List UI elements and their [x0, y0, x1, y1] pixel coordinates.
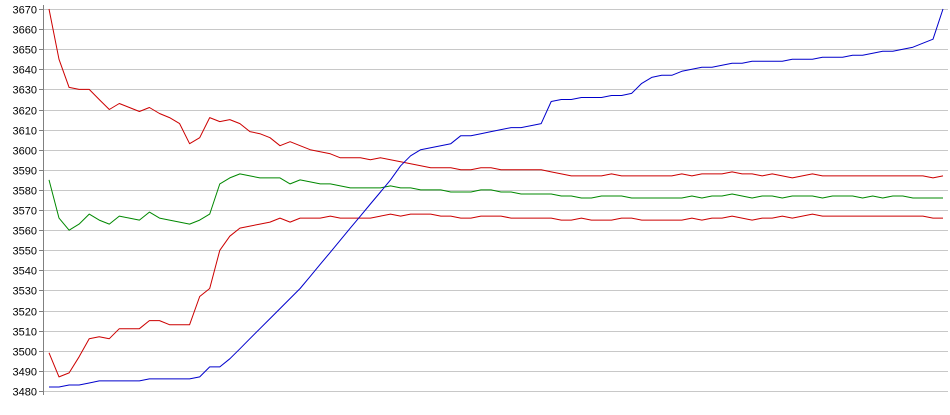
y-tick-label-3560: 3560 — [13, 226, 37, 238]
y-tick-label-3670: 3670 — [13, 5, 37, 17]
y-tick-label-3540: 3540 — [13, 266, 37, 278]
y-tick-label-3570: 3570 — [13, 206, 37, 218]
y-tick-label-3550: 3550 — [13, 246, 37, 258]
y-tick-label-3650: 3650 — [13, 45, 37, 57]
y-tick-label-3520: 3520 — [13, 307, 37, 319]
y-tick-label-3580: 3580 — [13, 186, 37, 198]
axes — [39, 5, 44, 395]
y-tick-label-3610: 3610 — [13, 126, 37, 138]
y-tick-label-3630: 3630 — [13, 85, 37, 97]
y-tick-label-3480: 3480 — [13, 387, 37, 399]
series-line-3 — [48, 213, 943, 378]
y-axis-tick-labels: 3480 3490 3500 3510 3520 3530 3540 3550 3560 3570… — [13, 5, 37, 399]
y-tick-label-3500: 3500 — [13, 347, 37, 359]
series-line-2 — [48, 173, 943, 231]
y-tick-label-3590: 3590 — [13, 166, 37, 178]
y-tick-label-3660: 3660 — [13, 25, 37, 37]
series-line-4 — [49, 8, 944, 388]
series-lines — [48, 8, 944, 388]
y-tick-label-3600: 3600 — [13, 146, 37, 158]
y-tick-label-3620: 3620 — [13, 106, 37, 118]
series-line-1 — [48, 8, 944, 179]
y-tick-label-3490: 3490 — [13, 367, 37, 379]
y-tick-label-3510: 3510 — [13, 327, 37, 339]
y-tick-label-3640: 3640 — [13, 65, 37, 77]
y-tick-label-3530: 3530 — [13, 286, 37, 298]
